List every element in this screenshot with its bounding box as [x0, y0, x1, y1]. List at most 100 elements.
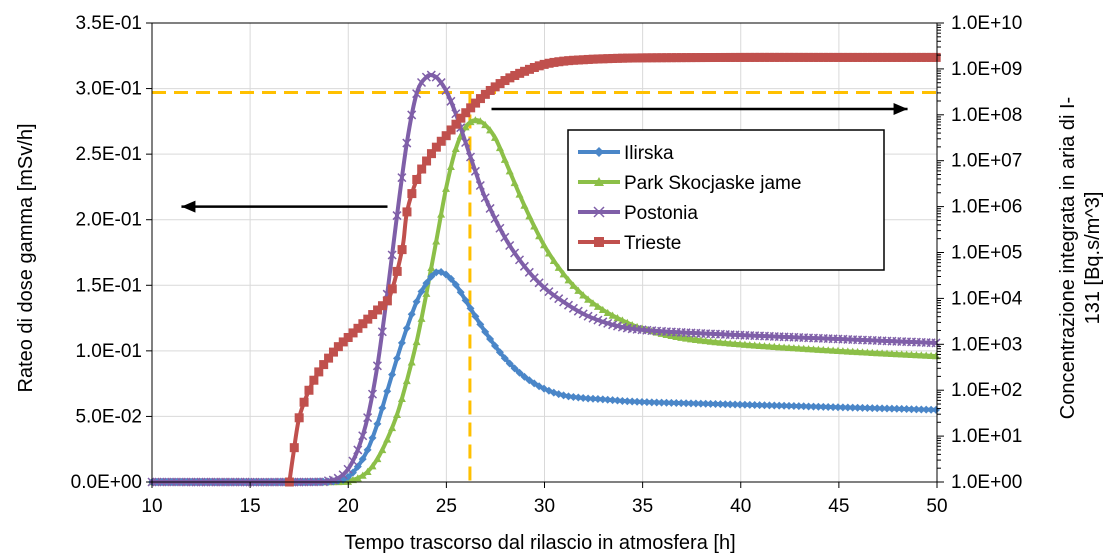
data-point	[833, 346, 842, 355]
data-point	[578, 309, 588, 319]
data-point	[682, 399, 691, 408]
data-point	[422, 156, 432, 166]
data-point	[785, 343, 793, 351]
data-point	[461, 137, 471, 147]
data-point	[373, 419, 382, 428]
data-point	[691, 399, 700, 408]
data-point	[451, 144, 460, 152]
data-point	[794, 402, 803, 411]
data-point	[921, 52, 931, 62]
data-point	[594, 237, 604, 247]
data-point	[456, 113, 466, 123]
y-tick-label: 2.0E-01	[75, 210, 142, 231]
data-point	[471, 312, 480, 321]
data-point	[588, 54, 598, 64]
y-tick-label: 5.0E-02	[75, 406, 142, 427]
data-point	[294, 413, 304, 423]
data-point	[446, 125, 456, 135]
x-tick-label: 30	[534, 496, 555, 517]
data-point	[818, 52, 828, 62]
data-point	[745, 400, 754, 409]
data-point	[382, 296, 392, 306]
data-point	[711, 399, 720, 408]
data-point	[779, 52, 789, 62]
data-point	[598, 317, 608, 327]
data-point	[809, 402, 818, 411]
data-point	[363, 314, 373, 324]
data-point	[750, 400, 759, 409]
data-point	[868, 348, 877, 356]
data-point	[672, 332, 681, 340]
data-point	[584, 394, 593, 403]
data-point	[534, 61, 544, 71]
data-point	[657, 53, 667, 63]
legend-label: Ilirska	[624, 143, 674, 164]
data-point	[677, 399, 686, 408]
legend-box	[567, 129, 885, 271]
data-point	[564, 56, 574, 66]
data-point	[740, 400, 749, 409]
data-point	[554, 294, 564, 304]
data-point	[593, 206, 605, 218]
y2-tick-label: 1.0E+10	[951, 13, 1022, 34]
data-point	[858, 52, 868, 62]
y2-tick-label: 1.0E+06	[951, 197, 1022, 218]
data-point	[887, 404, 896, 413]
data-point	[579, 394, 588, 403]
data-point	[809, 52, 819, 62]
data-point	[490, 341, 499, 350]
data-point	[598, 54, 608, 64]
data-point	[397, 245, 407, 255]
data-point	[427, 272, 436, 281]
data-point	[932, 352, 940, 360]
data-point	[676, 53, 686, 63]
data-point	[515, 368, 524, 377]
data-point	[681, 53, 691, 63]
y-axis-title: Rateo di dose gamma [mSv/h]	[15, 123, 37, 392]
data-point	[696, 336, 705, 344]
data-point	[387, 250, 397, 260]
arrow-left-head	[181, 200, 196, 213]
data-point	[392, 266, 402, 276]
data-point	[931, 52, 941, 62]
data-point	[622, 53, 632, 63]
data-point	[927, 351, 936, 359]
data-point	[711, 338, 720, 346]
data-point	[843, 52, 853, 62]
data-point	[618, 53, 628, 63]
data-point	[760, 52, 770, 62]
data-point	[799, 402, 808, 411]
data-point	[789, 52, 799, 62]
data-point	[720, 52, 730, 62]
data-point	[804, 402, 813, 411]
data-point	[603, 395, 612, 404]
data-point	[343, 332, 353, 342]
data-point	[838, 52, 848, 62]
data-point	[926, 52, 936, 62]
data-point	[466, 304, 475, 313]
data-point	[358, 319, 368, 329]
data-point	[344, 472, 353, 481]
data-point	[559, 297, 569, 307]
data-point	[446, 274, 455, 283]
data-point	[745, 341, 754, 349]
x-tick-label: 15	[240, 496, 261, 517]
data-point	[721, 400, 730, 409]
data-point	[549, 57, 559, 67]
data-point	[593, 54, 603, 64]
data-point	[608, 311, 617, 319]
data-point	[882, 52, 892, 62]
data-point	[569, 55, 579, 65]
data-point	[917, 351, 926, 359]
data-point	[461, 296, 470, 305]
data-point	[823, 52, 833, 62]
data-point	[780, 401, 789, 410]
data-point	[858, 403, 867, 412]
data-point	[603, 308, 612, 317]
series-trieste	[284, 52, 941, 487]
data-point	[848, 347, 857, 355]
data-point	[510, 364, 519, 373]
data-point	[784, 52, 794, 62]
data-point	[495, 143, 504, 152]
data-point	[613, 396, 622, 405]
